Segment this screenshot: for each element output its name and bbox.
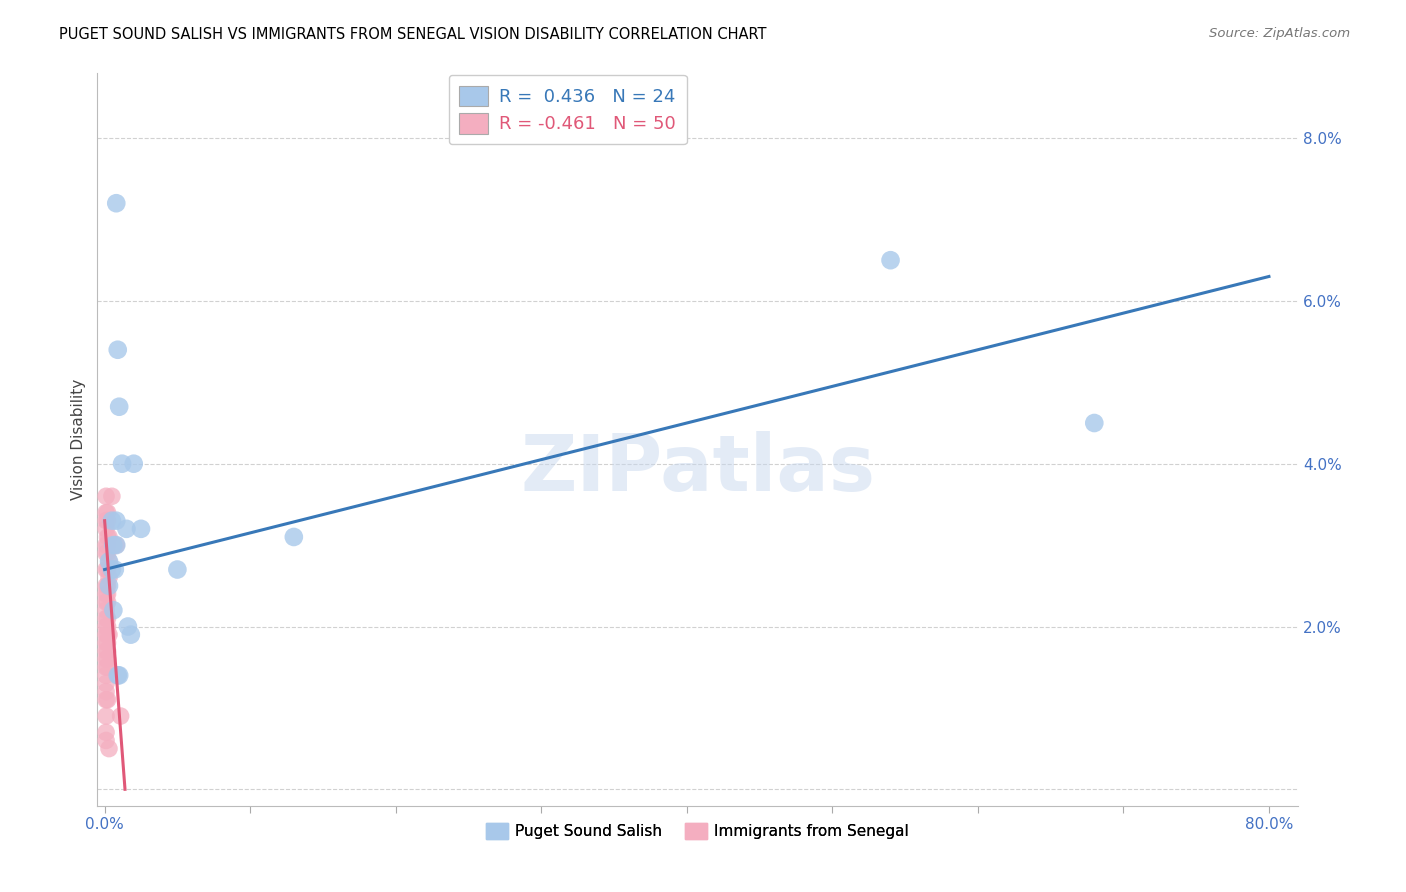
Point [94,676,117,690]
Point [96,595,118,609]
Point [105,514,128,528]
Text: Source: ZipAtlas.com: Source: ZipAtlas.com [1209,27,1350,40]
Point [96,562,118,576]
Text: ZIPatlas: ZIPatlas [520,431,875,507]
Point [96,546,118,560]
Point [94,579,117,593]
Point [96,514,118,528]
Point [103,603,125,617]
Point [94,522,117,536]
Point [103,538,125,552]
Point [98,579,121,593]
Point [94,684,117,698]
Point [101,489,124,503]
Point [129,522,152,536]
Point [94,595,117,609]
Point [115,522,138,536]
Point [107,668,129,682]
Point [96,579,118,593]
Point [94,619,117,633]
Point [96,627,118,641]
Point [96,611,118,625]
Point [96,692,118,706]
Point [94,546,117,560]
Point [96,636,118,650]
Point [1083,416,1105,430]
Point [98,554,121,568]
Point [94,668,117,682]
Point [94,538,117,552]
Point [111,457,134,471]
Point [94,506,117,520]
Point [107,343,129,357]
Point [98,571,121,585]
Point [117,619,139,633]
Point [94,644,117,658]
Point [98,627,121,641]
Point [94,587,117,601]
Point [120,627,142,641]
Point [96,652,118,666]
Point [94,692,117,706]
Point [101,514,124,528]
Point [104,562,127,576]
Point [879,253,901,268]
Point [166,562,188,576]
Point [101,562,124,576]
Point [108,400,131,414]
Point [283,530,305,544]
Point [98,741,121,756]
Point [94,603,117,617]
Point [96,506,118,520]
Legend: Puget Sound Salish, Immigrants from Senegal: Puget Sound Salish, Immigrants from Sene… [481,817,915,846]
Point [105,196,128,211]
Point [110,709,132,723]
Point [94,489,117,503]
Y-axis label: Vision Disability: Vision Disability [72,379,86,500]
Point [94,652,117,666]
Point [122,457,145,471]
Point [105,538,128,552]
Point [94,636,117,650]
Point [94,514,117,528]
Point [94,709,117,723]
Point [96,538,118,552]
Point [94,611,117,625]
Point [94,733,117,747]
Point [94,562,117,576]
Point [96,530,118,544]
Point [108,668,131,682]
Point [98,530,121,544]
Point [96,644,118,658]
Point [96,619,118,633]
Point [94,725,117,739]
Point [94,660,117,674]
Text: PUGET SOUND SALISH VS IMMIGRANTS FROM SENEGAL VISION DISABILITY CORRELATION CHAR: PUGET SOUND SALISH VS IMMIGRANTS FROM SE… [59,27,766,42]
Point [98,554,121,568]
Point [96,587,118,601]
Point [105,538,128,552]
Point [94,627,117,641]
Point [96,660,118,674]
